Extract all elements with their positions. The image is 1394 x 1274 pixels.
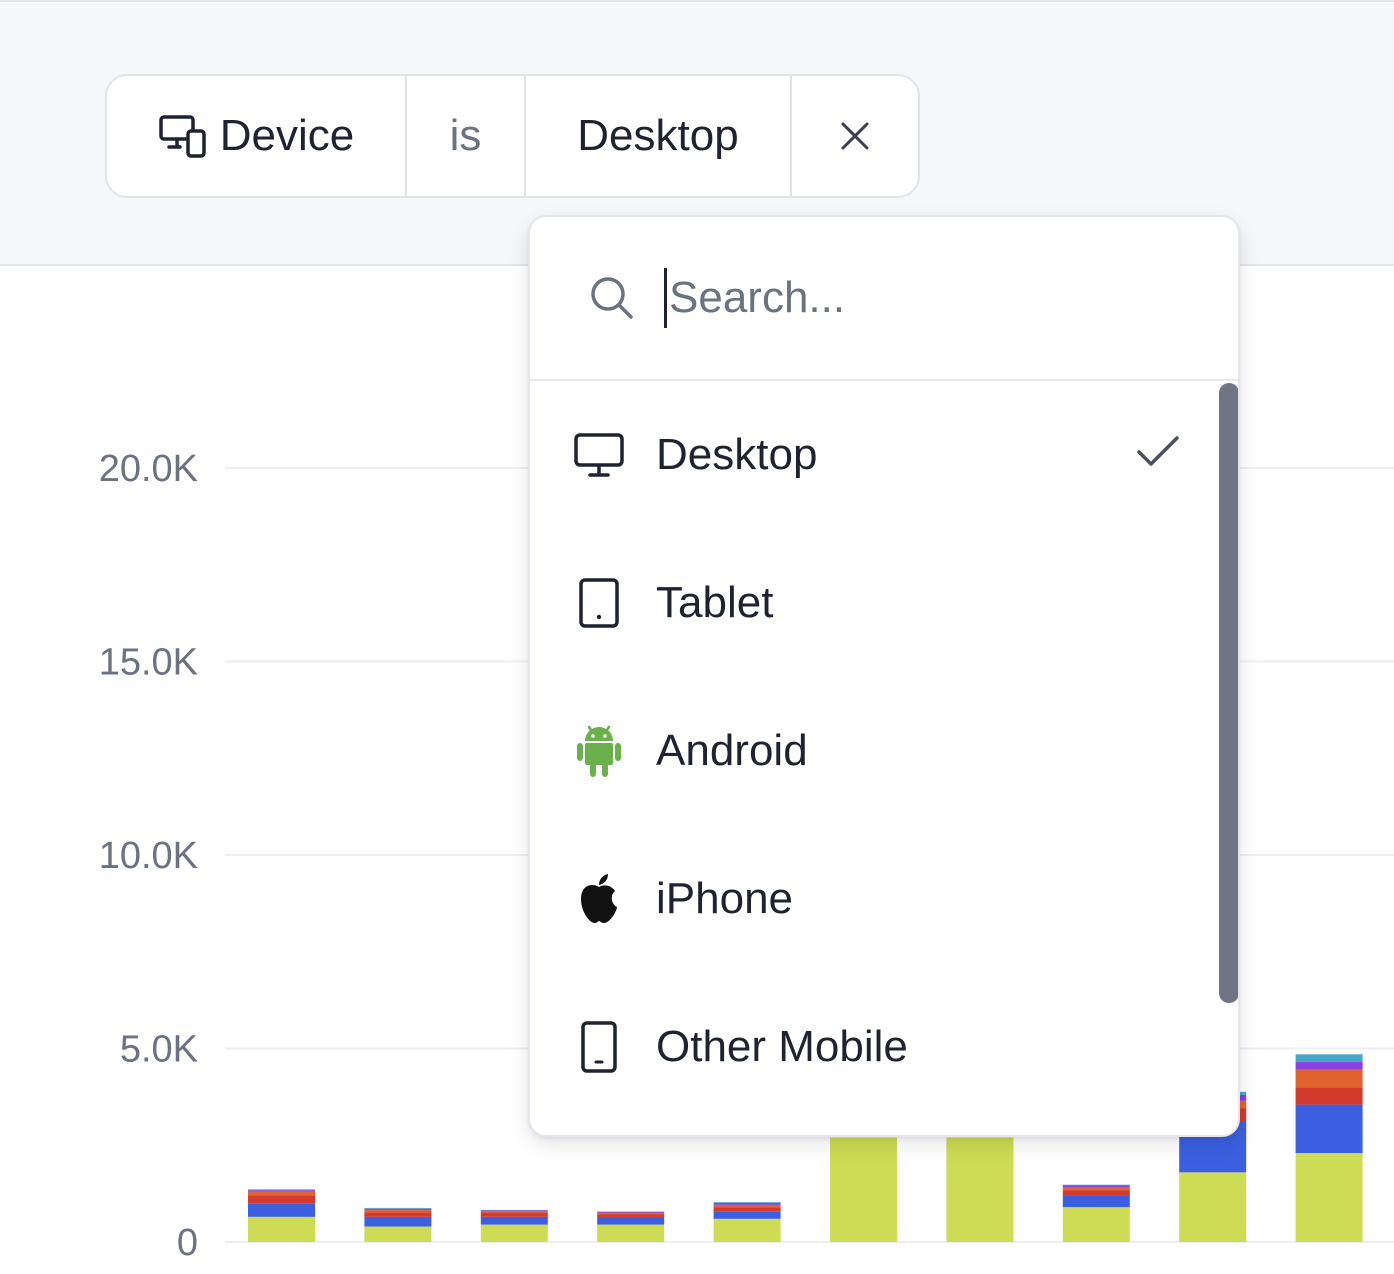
bar-segment[interactable]	[1062, 1190, 1130, 1196]
bar-segment[interactable]	[597, 1218, 665, 1225]
bar-segment[interactable]	[248, 1203, 315, 1217]
option-tablet[interactable]: Tablet	[530, 529, 1238, 677]
option-iphone[interactable]: iPhone	[530, 825, 1238, 973]
bar-segment[interactable]	[364, 1216, 432, 1227]
bar-segment[interactable]	[364, 1212, 432, 1217]
option-label: Tablet	[656, 578, 774, 627]
bar-segment[interactable]	[713, 1202, 781, 1205]
remove-filter-button[interactable]	[792, 76, 918, 196]
option-other-mobile[interactable]: Other Mobile	[530, 973, 1238, 1121]
bar-segment[interactable]	[713, 1218, 781, 1242]
search-icon	[588, 274, 636, 322]
bar-segment[interactable]	[364, 1226, 432, 1242]
bar-segment[interactable]	[830, 1137, 897, 1242]
bar-segment[interactable]	[713, 1211, 781, 1219]
device-options-dropdown: Desktop Tablet	[528, 215, 1240, 1137]
bar-segment[interactable]	[946, 1137, 1014, 1242]
android-icon	[572, 724, 626, 778]
bar-segment[interactable]	[713, 1202, 781, 1203]
bar-segment[interactable]	[364, 1209, 432, 1213]
bar-segment[interactable]	[364, 1208, 432, 1210]
option-label: iPhone	[656, 874, 794, 923]
bar-segment[interactable]	[597, 1214, 665, 1219]
options-list: Desktop Tablet	[530, 381, 1238, 1121]
monitor-icon	[572, 428, 626, 482]
bar-segment[interactable]	[480, 1211, 548, 1213]
filter-value-button[interactable]: Desktop	[526, 76, 792, 196]
bar-segment[interactable]	[1062, 1185, 1130, 1188]
option-desktop[interactable]: Desktop	[530, 381, 1238, 529]
tablet-icon	[572, 576, 626, 630]
y-tick-label: 10.0K	[99, 835, 198, 877]
filter-value-label: Desktop	[577, 111, 739, 160]
bar-segment[interactable]	[248, 1195, 315, 1204]
bar-segment[interactable]	[248, 1216, 315, 1242]
bar-segment[interactable]	[713, 1204, 781, 1208]
bar-segment[interactable]	[1295, 1152, 1363, 1242]
bar-segment[interactable]	[1062, 1207, 1130, 1242]
bar-segment[interactable]	[480, 1210, 548, 1212]
bar-segment[interactable]	[1295, 1087, 1363, 1105]
filter-operator-button[interactable]: is	[407, 76, 526, 196]
bar-segment[interactable]	[1179, 1172, 1247, 1242]
check-icon	[1136, 430, 1180, 480]
bar-segment[interactable]	[1295, 1054, 1363, 1063]
phone-icon	[572, 1020, 626, 1074]
bar-segment[interactable]	[713, 1207, 781, 1212]
option-label: Desktop	[656, 430, 818, 479]
bar-segment[interactable]	[480, 1224, 548, 1242]
bar-segment[interactable]	[1295, 1069, 1363, 1088]
bar-segment[interactable]	[480, 1216, 548, 1225]
filter-property-button[interactable]: Device	[107, 76, 407, 196]
bar-segment[interactable]	[248, 1189, 315, 1191]
devices-icon	[158, 113, 208, 159]
y-tick-label: 20.0K	[99, 448, 198, 490]
search-row	[530, 217, 1238, 381]
bar-segment[interactable]	[248, 1190, 315, 1192]
y-tick-label: 0	[177, 1222, 198, 1264]
bar-segment[interactable]	[480, 1212, 548, 1217]
filter-operator-label: is	[449, 111, 482, 160]
bar-segment[interactable]	[1295, 1104, 1363, 1153]
bar-segment[interactable]	[597, 1212, 665, 1215]
dropdown-scrollbar[interactable]	[1219, 383, 1238, 1003]
option-android[interactable]: Android	[530, 677, 1238, 825]
bar-segment[interactable]	[364, 1207, 432, 1209]
bar-segment[interactable]	[597, 1224, 665, 1242]
option-label: Other Mobile	[656, 1022, 908, 1071]
bar-segment[interactable]	[248, 1191, 315, 1196]
device-filter-pill: Device is Desktop	[105, 74, 920, 198]
y-tick-label: 15.0K	[99, 642, 198, 684]
bar-segment[interactable]	[1295, 1062, 1363, 1070]
bar-segment[interactable]	[1062, 1184, 1130, 1186]
option-label: Android	[656, 726, 808, 775]
close-icon	[839, 120, 871, 152]
y-tick-label: 5.0K	[120, 1029, 198, 1071]
filter-property-label: Device	[219, 111, 355, 160]
apple-icon	[572, 872, 626, 926]
bar-segment[interactable]	[1062, 1195, 1130, 1208]
bar-segment[interactable]	[1062, 1187, 1130, 1191]
search-input[interactable]	[664, 268, 1189, 328]
bar-segment[interactable]	[597, 1211, 665, 1213]
